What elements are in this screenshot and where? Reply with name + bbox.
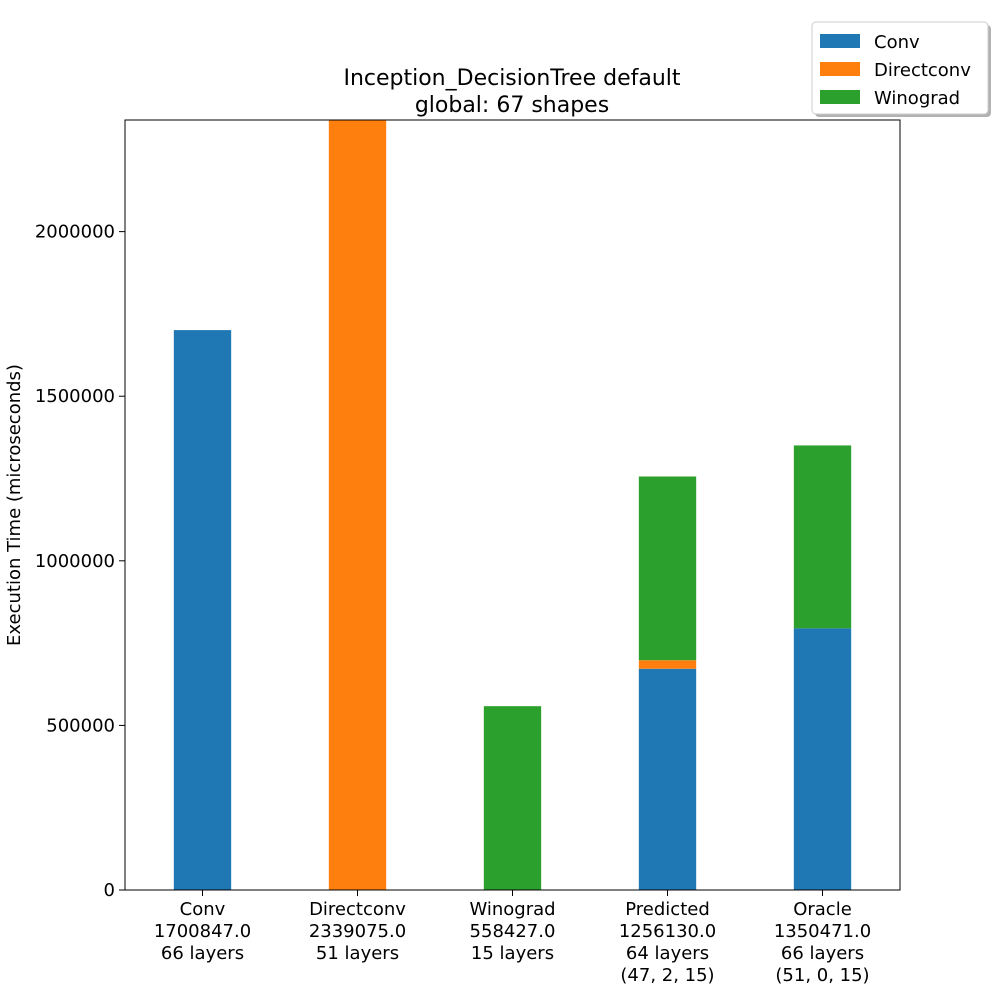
- x-tick-label: 1256130.0: [619, 921, 716, 942]
- bar-conv-oracle: [793, 628, 852, 890]
- x-tick-label: Predicted: [625, 899, 710, 920]
- x-tick-label: (51, 0, 15): [775, 965, 869, 986]
- chart-title-line-2: global: 67 shapes: [415, 93, 609, 118]
- y-tick-label: 1000000: [35, 551, 115, 572]
- bar-winograd-winograd: [483, 706, 542, 890]
- bar-conv-predicted: [638, 668, 697, 890]
- legend-label-winograd: Winograd: [874, 88, 960, 109]
- x-tick-label: Directconv: [309, 899, 406, 920]
- x-tick-label: 558427.0: [470, 921, 556, 942]
- bars-group: [173, 120, 852, 891]
- x-tick-label: 15 layers: [471, 943, 554, 964]
- legend-label-directconv: Directconv: [874, 60, 971, 81]
- y-tick-label: 1500000: [35, 386, 115, 407]
- bar-directconv-directconv: [328, 120, 387, 890]
- x-tick-label: 2339075.0: [309, 921, 406, 942]
- y-axis-ticks: 0 500000 1000000 1500000 2000000: [35, 222, 125, 901]
- x-tick-label: (47, 2, 15): [620, 965, 714, 986]
- bar-winograd-predicted: [638, 476, 697, 661]
- y-axis-label: Execution Time (microseconds): [4, 364, 25, 646]
- chart-title-line-1: Inception_DecisionTree default: [343, 66, 680, 91]
- bar-winograd-oracle: [793, 445, 852, 629]
- legend-label-conv: Conv: [874, 32, 920, 53]
- x-tick-label: 66 layers: [161, 943, 244, 964]
- y-tick-label: 0: [104, 880, 115, 901]
- y-tick-label: 500000: [46, 715, 115, 736]
- x-tick-label: Oracle: [793, 899, 852, 920]
- x-tick-label: 64 layers: [626, 943, 709, 964]
- legend: Conv Directconv Winograd: [811, 21, 991, 117]
- plot-frame: [124, 119, 901, 891]
- x-tick-label: 1350471.0: [774, 921, 871, 942]
- x-tick-label: Conv: [180, 899, 226, 920]
- legend-swatch-conv: [820, 34, 860, 48]
- bar-conv-conv: [173, 330, 232, 891]
- y-tick-label: 2000000: [35, 222, 115, 243]
- bar-directconv-predicted: [638, 660, 697, 669]
- x-tick-label: Winograd: [469, 899, 555, 920]
- legend-swatch-directconv: [820, 62, 860, 76]
- legend-swatch-winograd: [820, 90, 860, 104]
- x-tick-label: 51 layers: [316, 943, 399, 964]
- x-tick-label: 1700847.0: [154, 921, 251, 942]
- x-tick-label: 66 layers: [781, 943, 864, 964]
